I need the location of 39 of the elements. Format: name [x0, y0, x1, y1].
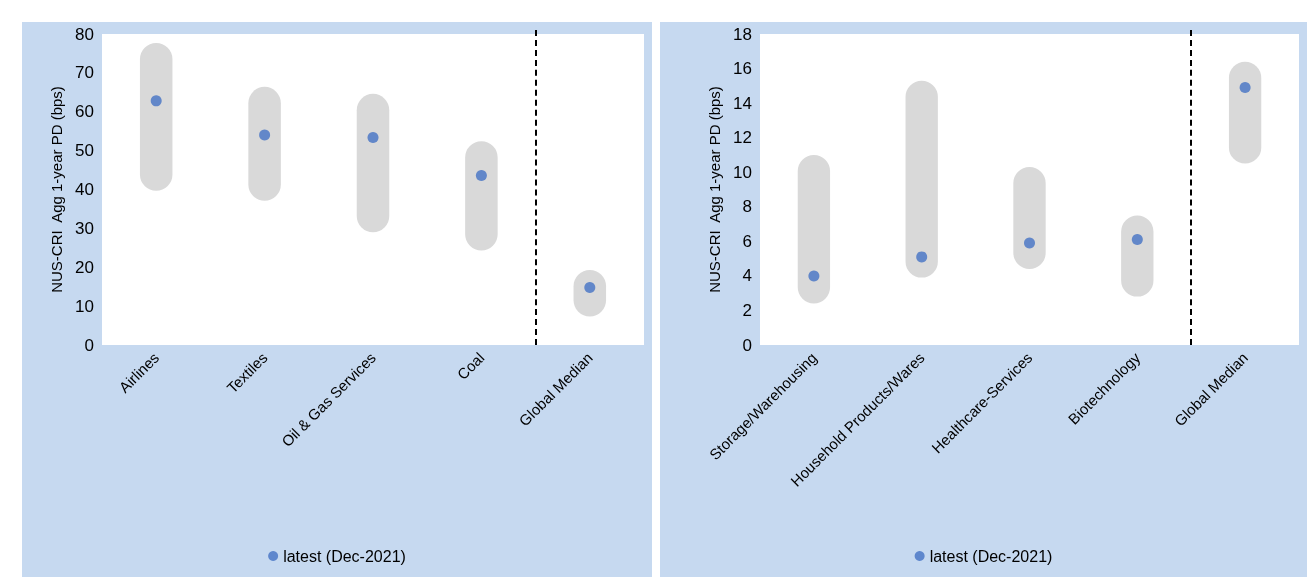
y-tick-label: 30: [75, 218, 94, 238]
y-tick-label: 8: [742, 197, 752, 217]
bar: [356, 93, 390, 233]
point: [916, 251, 928, 263]
y-tick-label: 0: [84, 335, 94, 355]
y-tick-label: 12: [733, 128, 752, 148]
point: [367, 131, 379, 143]
y-tick-label: 10: [75, 296, 94, 316]
y-tick-label: 50: [75, 141, 94, 161]
y-tick-label: 80: [75, 24, 94, 44]
y-tick-label: 2: [742, 300, 752, 320]
y-tick-label: 16: [733, 59, 752, 79]
y-tick-label: 0: [742, 335, 752, 355]
y-tick-label: 40: [75, 180, 94, 199]
bar: [139, 42, 173, 191]
bar: [465, 141, 498, 251]
y-tick-label: 20: [75, 257, 94, 277]
y-axis-title: NUS-CRI Agg 1-year PD (bps): [48, 86, 66, 293]
legend-label: latest (Dec-2021): [929, 547, 1053, 565]
y-tick-label: 14: [733, 93, 752, 113]
point: [808, 270, 820, 282]
y-tick-label: 70: [75, 63, 94, 83]
point: [259, 129, 271, 141]
point: [1131, 234, 1143, 246]
point: [475, 170, 487, 181]
y-tick-label: 18: [733, 24, 752, 44]
bar: [248, 86, 281, 201]
y-tick-label: 10: [733, 162, 752, 182]
y-tick-label: 4: [742, 266, 752, 286]
bar: [905, 80, 938, 278]
y-axis-title: NUS-CRI Agg 1-year PD (bps): [706, 86, 724, 293]
point: [1024, 237, 1035, 249]
bar: [797, 154, 831, 304]
point: [584, 281, 596, 293]
legend-label: latest (Dec-2021): [283, 547, 406, 565]
point: [150, 95, 162, 107]
point: [1239, 82, 1251, 94]
y-tick-label: 6: [742, 231, 752, 251]
y-tick-label: 60: [75, 102, 94, 122]
